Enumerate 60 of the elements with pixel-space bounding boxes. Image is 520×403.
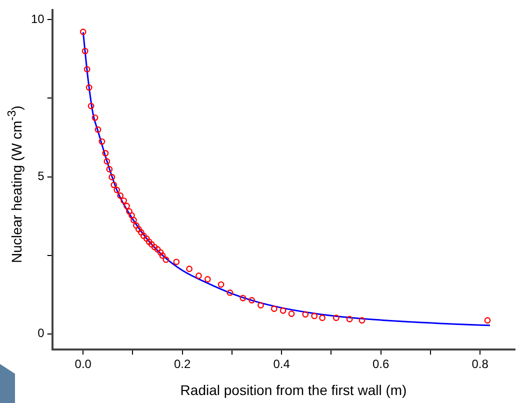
- point: [240, 294, 246, 302]
- point: [110, 182, 118, 188]
- point: [146, 238, 152, 246]
- point: [130, 216, 137, 224]
- point: [151, 244, 158, 250]
- point: [133, 222, 140, 229]
- point: [302, 311, 309, 318]
- point: [204, 276, 211, 282]
- point: [92, 114, 98, 121]
- y-tick-label: 0: [38, 326, 45, 340]
- point: [114, 186, 120, 194]
- point: [162, 256, 170, 263]
- point: [102, 150, 109, 156]
- point: [311, 312, 318, 320]
- point: [196, 272, 202, 279]
- point: [186, 266, 192, 272]
- point: [288, 310, 295, 317]
- point: [270, 306, 278, 312]
- point: [80, 28, 86, 36]
- point: [346, 316, 353, 322]
- point: [124, 202, 130, 210]
- point: [484, 317, 491, 324]
- y-tick-label: 5: [38, 169, 45, 184]
- point: [98, 138, 106, 145]
- point: [135, 226, 142, 232]
- point: [280, 307, 286, 314]
- point: [120, 197, 127, 204]
- point: [248, 297, 256, 304]
- x-axis-title: Radial position from the first wall (m): [179, 382, 408, 398]
- point: [86, 84, 92, 91]
- point: [319, 314, 326, 322]
- point: [226, 290, 234, 296]
- point: [157, 249, 164, 256]
- point: [138, 229, 144, 236]
- point: [108, 174, 116, 180]
- point: [128, 212, 135, 219]
- point: [82, 48, 88, 54]
- point: [159, 252, 166, 259]
- point: [218, 281, 224, 288]
- point: [126, 208, 132, 215]
- point: [258, 302, 264, 308]
- x-tick-label: 0.0: [74, 357, 92, 372]
- point: [104, 158, 110, 165]
- point: [84, 66, 90, 72]
- x-tick-label: 0.2: [174, 357, 192, 372]
- point: [140, 232, 147, 240]
- point: [106, 166, 113, 172]
- point: [143, 235, 150, 242]
- point: [88, 102, 94, 110]
- point: [148, 241, 155, 248]
- y-tick-label: 10: [30, 12, 45, 26]
- point: [94, 126, 102, 133]
- x-tick-label: 0.8: [472, 357, 489, 372]
- point: [332, 314, 340, 322]
- point: [117, 192, 124, 199]
- x-tick-label: 0.4: [273, 357, 290, 372]
- point: [358, 317, 366, 324]
- point: [173, 258, 180, 266]
- x-tick-label: 0.6: [372, 357, 390, 372]
- point: [154, 246, 161, 253]
